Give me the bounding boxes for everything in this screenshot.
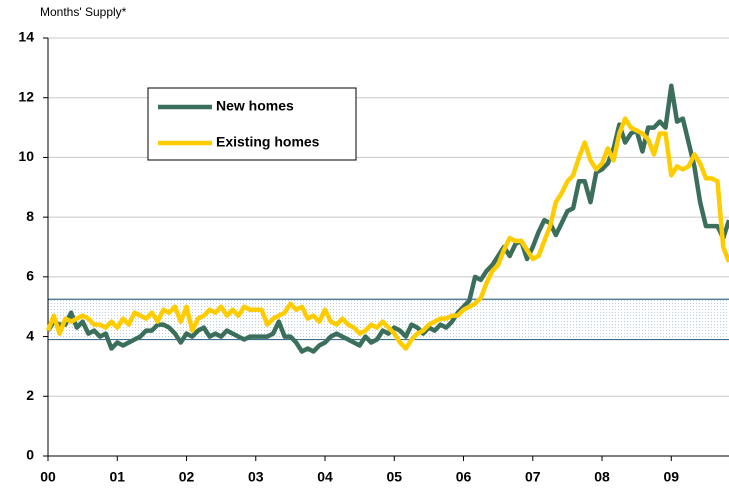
legend-label: New homes [216, 98, 294, 114]
series-line [45, 116, 729, 351]
y-tick-label: 2 [26, 387, 34, 403]
x-tick-label: 06 [456, 469, 472, 485]
y-tick-label: 10 [18, 148, 34, 164]
series-line [46, 83, 729, 354]
x-tick-label: 01 [109, 469, 125, 485]
x-tick-label: 05 [386, 469, 402, 485]
y-tick-label: 12 [18, 88, 34, 104]
x-tick-label: 09 [663, 469, 679, 485]
y-tick-label: 8 [26, 208, 34, 224]
legend-box [147, 87, 357, 161]
y-tick-label: 4 [26, 327, 34, 343]
x-tick-label: 08 [594, 469, 610, 485]
y-tick-label: 6 [26, 268, 34, 284]
x-tick-label: 04 [317, 469, 333, 485]
x-tick-label: 02 [179, 469, 195, 485]
x-tick-label: 00 [40, 469, 56, 485]
x-tick-label: 03 [248, 469, 264, 485]
y-axis-label: Months' Supply* [40, 5, 127, 19]
legend-label: Existing homes [216, 134, 320, 150]
x-tick-label: 07 [525, 469, 541, 485]
y-tick-label: 14 [18, 29, 34, 45]
y-tick-label: 0 [26, 447, 34, 463]
